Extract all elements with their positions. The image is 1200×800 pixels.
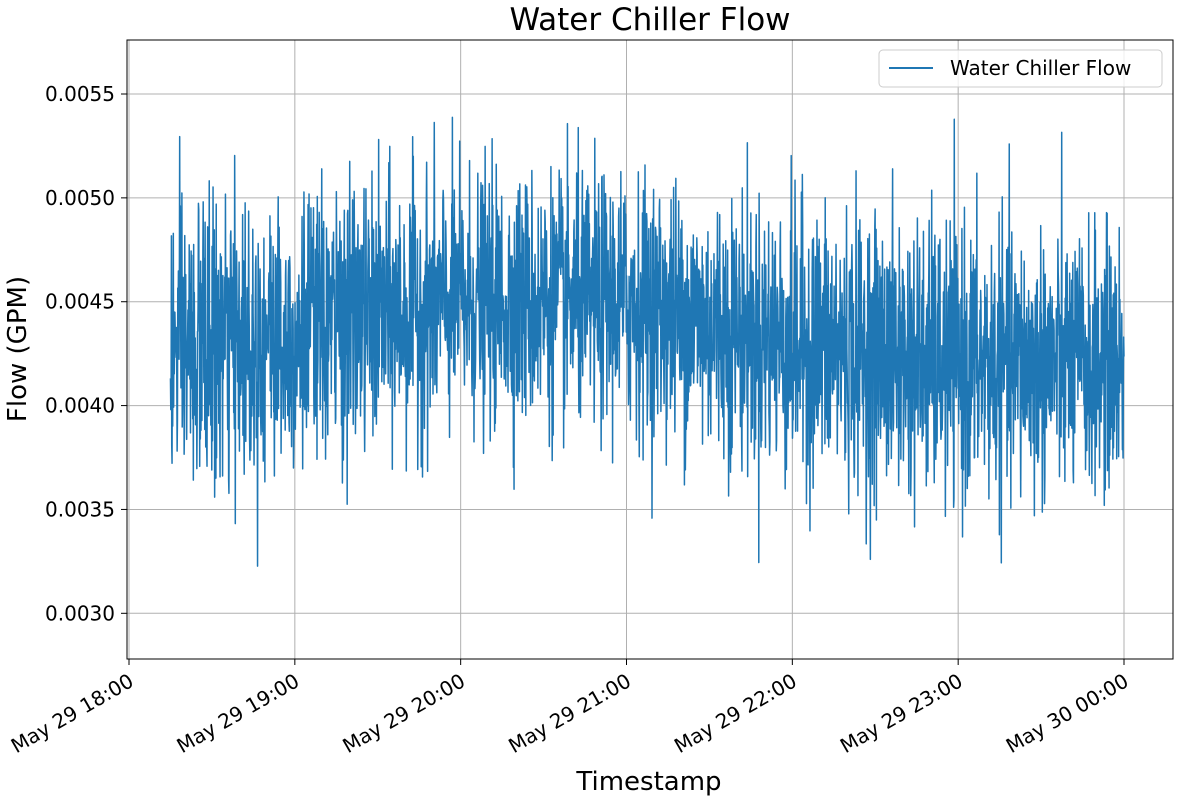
y-tick-label: 0.0035 [45, 497, 115, 521]
chart-title: Water Chiller Flow [509, 2, 790, 38]
legend-box [878, 49, 1163, 88]
x-axis-label: Timestamp [575, 767, 721, 797]
series-water-chiller-flow [169, 116, 1125, 567]
y-tick-label: 0.0030 [45, 601, 115, 625]
axis-ticks [121, 93, 1125, 665]
y-tick-label: 0.0045 [45, 290, 115, 314]
y-tick-label: 0.0040 [45, 394, 115, 418]
y-tick-label: 0.0050 [45, 186, 115, 210]
y-axis-label: Flow (GPM) [3, 276, 33, 422]
plot-frame [126, 39, 1174, 660]
y-axis-tick-labels: 0.0030 0.0035 0.0040 0.0045 0.0050 0.0055 [45, 82, 115, 625]
series-line [169, 116, 1125, 567]
legend: Water Chiller Flow [878, 49, 1163, 88]
legend-label: Water Chiller Flow [950, 56, 1131, 80]
y-tick-label: 0.0055 [45, 82, 115, 106]
